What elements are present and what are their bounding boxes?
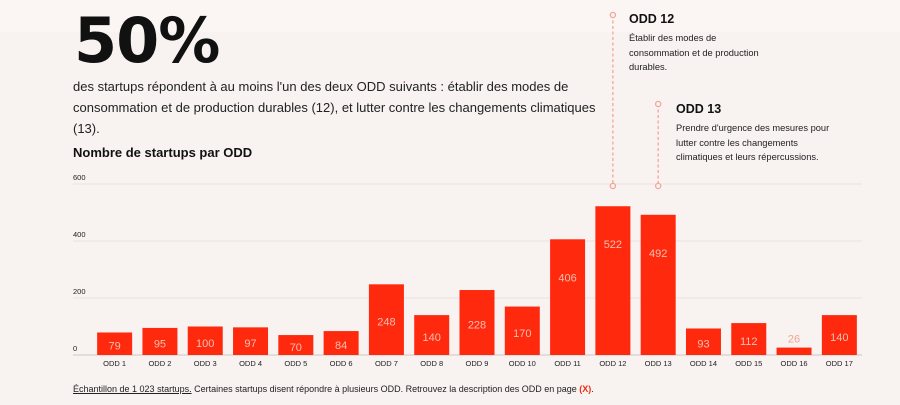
bar-value-label: 492 (649, 248, 667, 260)
callout-odd-13: ODD 13 Prendre d'urgence des mesures pou… (676, 100, 836, 165)
bar-value-label: 70 (290, 342, 302, 354)
bar-value-label: 112 (740, 336, 758, 348)
bar (323, 331, 359, 355)
bar (278, 335, 314, 355)
bar (368, 284, 404, 355)
x-tick-label: ODD 14 (690, 359, 717, 368)
bar-value-label: 97 (244, 338, 256, 350)
x-tick-label: ODD 6 (330, 359, 353, 368)
x-tick-label: ODD 13 (645, 359, 672, 368)
bar-value-label: 170 (513, 328, 531, 340)
callout-title: ODD 12 (629, 12, 675, 26)
leader-dot (654, 100, 662, 108)
leader-dot (609, 182, 617, 190)
bar (459, 290, 495, 355)
bar (776, 347, 812, 355)
bar-value-label: 79 (109, 341, 121, 353)
x-tick-label: ODD 7 (375, 359, 398, 368)
callout-odd-12: ODD 12 Établir des modes de consommation… (629, 10, 759, 75)
bar (142, 327, 178, 355)
bar-chart: 0 200 400 600 79 ODD 1 95 ODD 2 100 ODD 3 97 ODD 4 7… (73, 11, 862, 368)
x-tick-label: ODD 15 (735, 359, 762, 368)
bar-value-label: 100 (196, 338, 214, 350)
x-tick-label: ODD 8 (420, 359, 443, 368)
footnote-page-ref[interactable]: (X) (579, 384, 592, 394)
x-tick-label: ODD 4 (239, 359, 262, 368)
x-tick-label: ODD 1 (103, 359, 126, 368)
callout-text: Établir des modes de consommation et de … (629, 33, 759, 72)
bar (550, 239, 586, 355)
leader-dot (609, 11, 617, 19)
y-tick-label: 200 (73, 287, 86, 296)
x-tick-label: ODD 16 (781, 359, 808, 368)
footnote-end: . (591, 384, 594, 394)
x-tick-label: ODD 12 (599, 359, 626, 368)
headline-stat: 50% (74, 4, 220, 77)
y-tick-label: 400 (73, 230, 86, 239)
x-tick-label: ODD 5 (284, 359, 307, 368)
bar (595, 206, 631, 355)
x-tick-label: ODD 10 (509, 359, 536, 368)
bar (821, 315, 857, 355)
bar (414, 315, 450, 355)
bar (685, 328, 721, 355)
bar-value-label: 248 (377, 317, 395, 329)
x-tick-label: ODD 9 (466, 359, 489, 368)
bar-value-label: 95 (154, 338, 166, 350)
footnote: Échantillon de 1 023 startups. Certaines… (73, 384, 594, 394)
bar-value-label: 84 (335, 340, 347, 352)
bar-value-label: 522 (604, 239, 622, 251)
bar-value-label: 26 (788, 334, 800, 346)
bar (233, 327, 269, 355)
callout-title: ODD 13 (676, 102, 722, 116)
bar (97, 332, 133, 355)
y-tick-label: 600 (73, 173, 86, 182)
header-band (0, 0, 900, 32)
x-tick-label: ODD 2 (148, 359, 171, 368)
x-tick-label: ODD 17 (826, 359, 853, 368)
x-tick-label: ODD 3 (194, 359, 217, 368)
bar-value-label: 93 (697, 339, 709, 351)
bar-value-label: 228 (468, 320, 486, 332)
callout-text: Prendre d'urgence des mesures pour lutte… (676, 123, 830, 162)
bar-value-label: 140 (423, 332, 441, 344)
bar-value-label: 140 (830, 332, 848, 344)
x-tick-label: ODD 11 (554, 359, 581, 368)
leader-dot (654, 182, 662, 190)
bar (731, 323, 767, 355)
headline-text: des startups répondent à au moins l'un d… (73, 79, 596, 136)
bar (504, 306, 540, 355)
footnote-text: Certaines startups disent répondre à plu… (191, 384, 580, 394)
bar (640, 214, 676, 355)
chart-section-title: Nombre de startups par ODD (73, 145, 253, 160)
y-tick-label: 0 (73, 344, 77, 353)
footnote-sample[interactable]: Échantillon de 1 023 startups. (73, 384, 192, 394)
bar-value-label: 406 (558, 272, 576, 284)
bar (187, 326, 223, 355)
